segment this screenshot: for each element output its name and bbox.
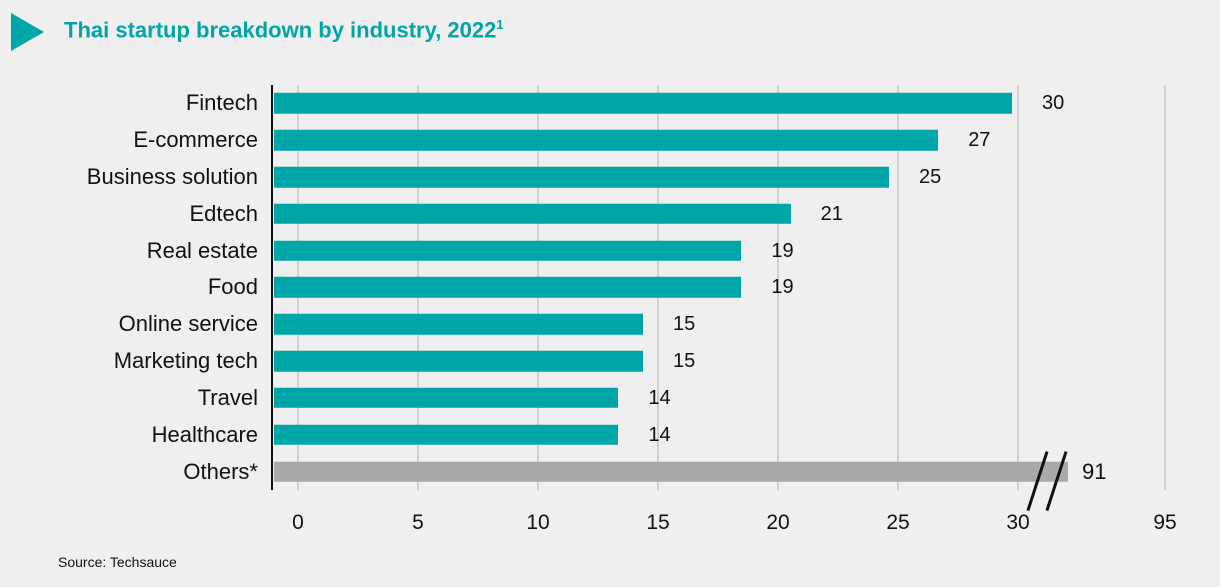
bar-row-travel: Travel 14 (0, 380, 1220, 417)
value-label-healthcare: 14 (648, 423, 671, 446)
y-axis-line (271, 85, 273, 490)
bar-track-real-estate: 19 (274, 232, 1220, 269)
value-label-e-commerce: 27 (968, 129, 991, 152)
bar-track-online-service: 15 (274, 306, 1220, 343)
right-pointing-triangle-icon (11, 13, 44, 51)
x-tick-label-20: 20 (766, 511, 790, 534)
bar-edtech (274, 203, 791, 225)
bar-row-others: Others* 91 (0, 453, 1220, 490)
bar-track-travel: 14 (274, 380, 1220, 417)
x-tick-label-95: 95 (1153, 511, 1177, 534)
category-label-marketing-tech: Marketing tech (113, 348, 258, 374)
category-label-fintech: Fintech (185, 90, 258, 116)
bar-track-business-solution: 25 (274, 159, 1220, 196)
bar-track-edtech: 21 (274, 195, 1220, 232)
bar-row-e-commerce: E-commerce 27 (0, 122, 1220, 159)
bar-online-service (274, 314, 643, 335)
bar-track-marketing-tech: 15 (274, 343, 1220, 380)
category-label-real-estate: Real estate (146, 237, 258, 263)
gridline-25 (897, 85, 899, 490)
bar-row-real-estate: Real estate 19 (0, 232, 1220, 269)
value-label-online-service: 15 (673, 313, 696, 336)
bar-track-fintech: 30 (274, 85, 1220, 122)
bar-e-commerce (274, 129, 939, 151)
category-label-travel: Travel (197, 384, 258, 410)
category-label-healthcare: Healthcare (151, 421, 258, 447)
bar-row-food: Food 19 (0, 269, 1220, 306)
value-label-real-estate: 19 (771, 239, 794, 262)
chart-title: Thai startup breakdown by industry, 2022… (64, 17, 504, 43)
bar-food (274, 277, 742, 298)
category-label-food: Food (207, 274, 258, 300)
value-label-marketing-tech: 15 (673, 350, 696, 373)
value-label-fintech: 30 (1042, 92, 1065, 115)
gridline-30 (1017, 85, 1019, 490)
bar-row-marketing-tech: Marketing tech 15 (0, 343, 1220, 380)
gridline-95 (1164, 85, 1166, 490)
bar-row-edtech: Edtech 21 (0, 195, 1220, 232)
bar-row-online-service: Online service 15 (0, 306, 1220, 343)
x-tick-label-25: 25 (886, 511, 910, 534)
x-tick-label-0: 0 (292, 511, 304, 534)
category-label-online-service: Online service (118, 311, 258, 337)
chart-title-footnote-mark: 1 (496, 17, 504, 32)
bar-track-others: 91 (274, 453, 1220, 490)
bar-track-healthcare: 14 (274, 416, 1220, 453)
plot-rows: Fintech 30 E-commerce 27 Business solution 25… (0, 85, 1220, 490)
category-label-edtech: Edtech (189, 200, 259, 226)
value-label-travel: 14 (648, 386, 671, 409)
bar-business-solution (274, 166, 889, 188)
bar-real-estate (274, 240, 742, 261)
bar-marketing-tech (274, 350, 643, 372)
bar-others (274, 461, 1068, 482)
category-label-others: Others* (183, 458, 258, 484)
chart-title-text: Thai startup breakdown by industry, 2022 (64, 17, 497, 43)
x-tick-label-5: 5 (412, 511, 424, 534)
category-label-business-solution: Business solution (86, 164, 258, 190)
value-label-business-solution: 25 (919, 166, 942, 189)
value-label-others: 91 (1082, 458, 1107, 484)
x-tick-label-10: 10 (526, 511, 550, 534)
bar-track-e-commerce: 27 (274, 122, 1220, 159)
x-tick-label-15: 15 (646, 511, 670, 534)
bar-track-food: 19 (274, 269, 1220, 306)
x-tick-label-30: 30 (1006, 511, 1030, 534)
source-note: Source: Techsauce (58, 554, 177, 570)
bar-row-business-solution: Business solution 25 (0, 159, 1220, 196)
value-label-food: 19 (771, 276, 794, 299)
bar-travel (274, 387, 619, 409)
bar-row-healthcare: Healthcare 14 (0, 416, 1220, 453)
bar-fintech (274, 93, 1012, 114)
gridline-20 (777, 85, 779, 490)
bar-healthcare (274, 424, 619, 445)
category-label-e-commerce: E-commerce (133, 127, 258, 153)
x-axis: 0 5 10 15 20 25 30 95 (0, 490, 1220, 540)
bar-chart-plot-area: Fintech 30 E-commerce 27 Business solution 25… (0, 85, 1220, 511)
bar-row-fintech: Fintech 30 (0, 85, 1220, 122)
value-label-edtech: 21 (820, 202, 843, 225)
